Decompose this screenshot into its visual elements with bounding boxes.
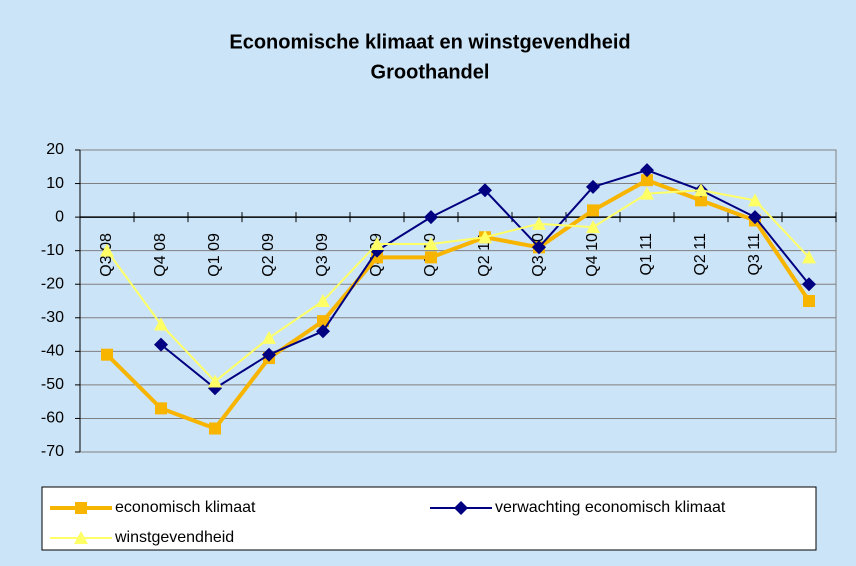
marker bbox=[370, 236, 384, 250]
chart-subtitle: Groothandel bbox=[371, 61, 490, 83]
marker bbox=[424, 210, 438, 225]
marker bbox=[586, 179, 600, 194]
marker bbox=[587, 204, 599, 217]
x-tick-label: Q4 08 bbox=[152, 233, 169, 277]
series-line bbox=[105, 178, 811, 431]
marker bbox=[100, 243, 114, 257]
x-tick-label: Q3 09 bbox=[314, 233, 331, 277]
marker bbox=[155, 402, 167, 415]
legend-label: winstgevendheid bbox=[114, 529, 234, 546]
marker bbox=[478, 183, 492, 198]
marker bbox=[154, 317, 168, 331]
legend-label: verwachting economisch klimaat bbox=[495, 499, 726, 516]
legend-marker bbox=[74, 531, 88, 544]
y-tick-label: 0 bbox=[55, 208, 64, 225]
marker bbox=[803, 295, 815, 307]
y-tick-label: 20 bbox=[46, 141, 64, 158]
marker bbox=[641, 174, 653, 187]
marker bbox=[695, 194, 707, 207]
y-tick-label: -70 bbox=[41, 443, 64, 460]
y-tick-label: -60 bbox=[41, 410, 64, 427]
marker bbox=[748, 193, 762, 207]
marker bbox=[425, 251, 437, 264]
marker bbox=[154, 337, 168, 352]
marker bbox=[802, 277, 816, 292]
marker bbox=[424, 236, 438, 250]
y-tick-label: 10 bbox=[46, 175, 64, 192]
legend-box bbox=[41, 486, 817, 551]
marker bbox=[316, 324, 330, 339]
marker bbox=[101, 348, 113, 361]
x-tick-label: Q2 10 bbox=[476, 233, 493, 277]
marker bbox=[586, 220, 600, 234]
x-tick-label: Q2 09 bbox=[260, 233, 277, 277]
y-tick-label: -10 bbox=[41, 242, 64, 259]
x-tick-label: Q1 11 bbox=[638, 233, 655, 276]
marker bbox=[694, 183, 708, 197]
marker bbox=[209, 422, 221, 435]
marker bbox=[748, 210, 762, 225]
marker bbox=[316, 294, 330, 307]
marker bbox=[208, 374, 222, 388]
y-tick-label: -30 bbox=[41, 309, 64, 326]
marker bbox=[262, 347, 276, 362]
marker bbox=[262, 330, 276, 344]
series-line bbox=[106, 189, 810, 383]
y-tick-label: -40 bbox=[41, 343, 64, 360]
marker bbox=[802, 250, 816, 264]
x-tick-label: Q1 09 bbox=[206, 233, 223, 277]
marker bbox=[640, 186, 654, 200]
y-tick-label: -20 bbox=[41, 275, 64, 292]
legend-marker bbox=[75, 502, 87, 514]
marker bbox=[640, 163, 654, 178]
marker bbox=[317, 315, 329, 328]
legend-label: economisch klimaat bbox=[115, 499, 256, 516]
x-tick-label: Q4 10 bbox=[584, 233, 601, 277]
x-tick-label: Q2 11 bbox=[692, 233, 709, 276]
y-tick-label: -50 bbox=[41, 376, 64, 393]
marker bbox=[532, 240, 546, 255]
chart-title: Economische klimaat en winstgevendheid bbox=[229, 31, 630, 53]
x-tick-label: Q3 11 bbox=[746, 233, 763, 276]
marker bbox=[532, 216, 546, 230]
marker bbox=[478, 230, 492, 244]
legend-marker bbox=[454, 501, 468, 515]
